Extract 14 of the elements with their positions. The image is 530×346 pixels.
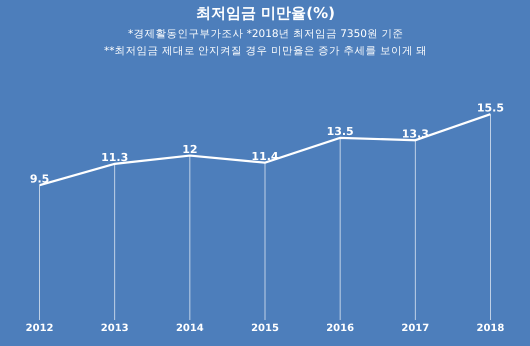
x-tick-label: 2018: [476, 323, 504, 334]
data-label: 9.5: [30, 172, 50, 186]
x-tick-label: 2016: [326, 323, 354, 334]
chart-subtitle: *경제활동인구부가조사 *2018년 최저임금 7350원 기준 **최저임금 제대로 안지켜질 경우 미만율은 증가 추세를 보이게 돼: [104, 28, 428, 57]
data-label: 11.3: [101, 151, 128, 164]
x-tick-label: 2012: [26, 323, 54, 334]
x-tick-label: 2015: [251, 323, 279, 334]
data-label: 12: [182, 142, 198, 156]
x-tick-label: 2017: [401, 323, 430, 334]
data-label: 15.5: [476, 101, 504, 114]
chart-title: 최저임금 미만율(%): [196, 4, 335, 22]
x-tick-label: 2014: [176, 323, 204, 334]
data-label: 13.5: [326, 125, 354, 138]
x-tick-label: 2013: [100, 323, 129, 334]
